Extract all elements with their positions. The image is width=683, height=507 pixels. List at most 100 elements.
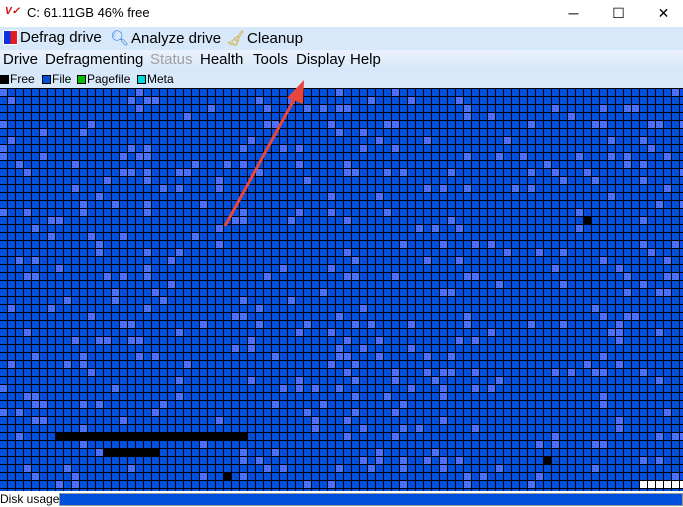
cluster-block (376, 113, 383, 120)
cluster-block (456, 241, 463, 248)
menu-tools[interactable]: Tools (253, 51, 289, 68)
cluster-block (288, 377, 295, 384)
cluster-block (184, 217, 191, 224)
cluster-block (376, 201, 383, 208)
cluster-block (328, 305, 335, 312)
cluster-block (608, 153, 615, 160)
cluster-block (144, 433, 151, 440)
cluster-block (192, 345, 199, 352)
menu-help[interactable]: Help (350, 51, 381, 68)
cluster-block (248, 113, 255, 120)
cluster-block (528, 313, 535, 320)
cluster-block (592, 393, 599, 400)
cluster-block (128, 105, 135, 112)
cluster-block (640, 273, 647, 280)
cluster-block (288, 137, 295, 144)
cluster-block (160, 385, 167, 392)
cluster-block (160, 161, 167, 168)
cluster-block (480, 281, 487, 288)
cluster-block (416, 377, 423, 384)
cluster-block (56, 329, 63, 336)
cluster-block (592, 121, 599, 128)
analyze-drive-button[interactable]: 🔍︎ Analyze drive (110, 29, 221, 48)
cluster-block (240, 305, 247, 312)
cluster-block (248, 313, 255, 320)
cluster-block (376, 97, 383, 104)
cluster-block (56, 233, 63, 240)
cluster-block (176, 121, 183, 128)
defrag-drive-button[interactable]: Defrag drive (3, 29, 102, 46)
cluster-block (560, 225, 567, 232)
cluster-block (96, 481, 103, 488)
cluster-block (328, 393, 335, 400)
cluster-block (16, 329, 23, 336)
menu-drive[interactable]: Drive (3, 51, 39, 68)
cluster-block (64, 121, 71, 128)
cluster-block (88, 441, 95, 448)
cluster-block (472, 217, 479, 224)
cluster-block (432, 393, 439, 400)
close-button[interactable]: ✕ (657, 5, 670, 21)
cluster-block (296, 361, 303, 368)
cluster-block (416, 153, 423, 160)
cluster-block (336, 225, 343, 232)
cluster-block (128, 385, 135, 392)
cluster-block (48, 289, 55, 296)
cluster-block (40, 441, 47, 448)
cluster-block (0, 153, 7, 160)
cluster-block (272, 153, 279, 160)
cluster-block (488, 481, 495, 488)
cluster-block (464, 321, 471, 328)
cluster-block (304, 481, 311, 488)
cluster-block (664, 209, 671, 216)
cluster-block (616, 193, 623, 200)
cluster-block (200, 425, 207, 432)
cluster-block (624, 209, 631, 216)
cluster-block (544, 137, 551, 144)
menu-health[interactable]: Health (200, 51, 244, 68)
cluster-block (560, 249, 567, 256)
maximize-button[interactable]: ☐ (612, 5, 625, 21)
cluster-block (632, 209, 639, 216)
cluster-block (616, 425, 623, 432)
legend: Free File Pagefile Meta (0, 70, 683, 88)
cleanup-button[interactable]: 🧹︎ Cleanup (226, 29, 303, 48)
cluster-block (656, 417, 663, 424)
cluster-block (128, 417, 135, 424)
cluster-block (296, 121, 303, 128)
cluster-block (64, 241, 71, 248)
cluster-block (40, 241, 47, 248)
cluster-block (416, 217, 423, 224)
cluster-block (664, 153, 671, 160)
cluster-block (664, 385, 671, 392)
cluster-block (240, 169, 247, 176)
cluster-block (112, 297, 119, 304)
cluster-block (472, 441, 479, 448)
cluster-block (320, 369, 327, 376)
menu-display[interactable]: Display (296, 51, 346, 68)
cluster-block (0, 137, 7, 144)
cluster-block (640, 233, 647, 240)
cluster-block (80, 161, 87, 168)
cluster-block (336, 441, 343, 448)
cluster-block (616, 337, 623, 344)
cluster-block (624, 401, 631, 408)
cluster-block (544, 193, 551, 200)
cluster-block (656, 201, 663, 208)
cluster-block (96, 129, 103, 136)
menu-defragmenting[interactable]: Defragmenting (45, 51, 144, 68)
cluster-block (288, 345, 295, 352)
cluster-block (584, 89, 591, 96)
cluster-block (72, 321, 79, 328)
cluster-block (256, 273, 263, 280)
cluster-block (552, 217, 559, 224)
cluster-block (672, 377, 679, 384)
cluster-block (16, 185, 23, 192)
cluster-block (536, 233, 543, 240)
cluster-block (48, 297, 55, 304)
cluster-block (320, 345, 327, 352)
minimize-button[interactable]: ─ (568, 5, 579, 21)
cluster-block (240, 281, 247, 288)
cluster-block (120, 113, 127, 120)
cluster-block (168, 233, 175, 240)
